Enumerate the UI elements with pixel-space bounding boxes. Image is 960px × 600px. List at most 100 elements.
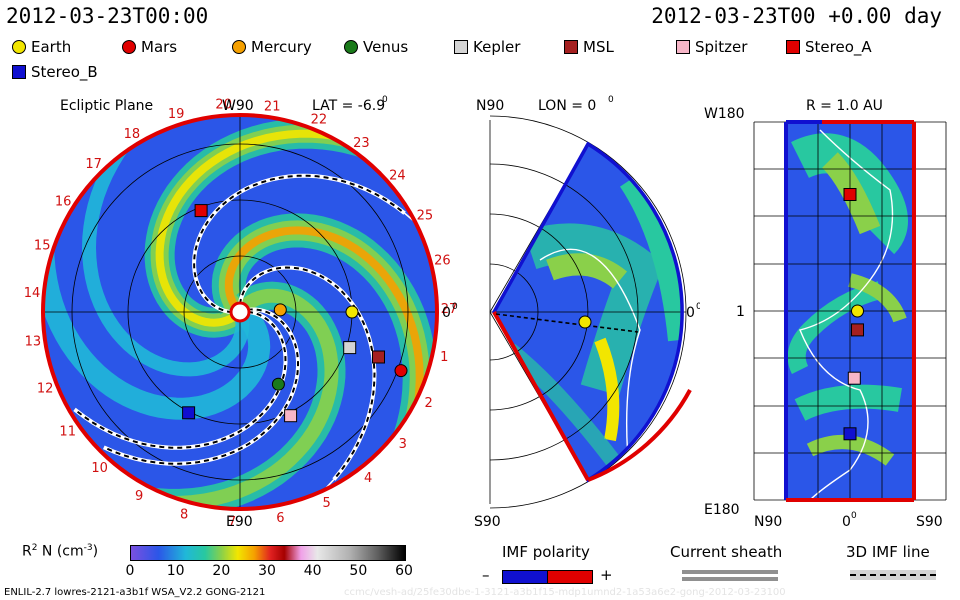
legend-label: Spitzer [695, 38, 748, 56]
solar-wind-density-band [193, 226, 424, 509]
legend-item-earth: Earth [12, 38, 71, 56]
sector-number-26: 26 [434, 254, 451, 269]
ecliptic-marker-msl [372, 350, 385, 364]
legend-marker [344, 40, 358, 54]
colorbar [130, 545, 406, 561]
sector-number-4: 4 [364, 471, 372, 486]
sphere-title: R = 1.0 AU [806, 98, 883, 114]
sector-number-8: 8 [180, 507, 188, 522]
datetime-title: 2012-03-23T00:00 [6, 4, 209, 28]
colorbar-tick-60: 60 [395, 563, 413, 579]
sphere-marker-msl [851, 323, 864, 337]
colorbar-tick-50: 50 [349, 563, 368, 579]
current-sheath-line [103, 308, 299, 465]
sector-number-23: 23 [353, 136, 370, 151]
ecliptic-marker-venus [271, 377, 285, 391]
legend-label: Stereo_A [805, 38, 872, 56]
sector-number-3: 3 [399, 437, 407, 452]
current-sheath-line [239, 266, 376, 481]
legend-marker [12, 40, 26, 54]
legend-item-kepler: Kepler [454, 38, 520, 56]
colorbar-label: R2 N (cm-3) [22, 543, 99, 560]
sphere-x-tick-n90: N90 [754, 514, 782, 530]
sector-number-7: 7 [228, 515, 236, 530]
sector-number-1: 1 [440, 350, 448, 365]
meridional-lon-label: LON = 0 [538, 98, 596, 114]
solar-wind-density-band [81, 115, 406, 377]
legend-item-venus: Venus [344, 38, 408, 56]
legend-label: Mercury [251, 38, 312, 56]
current-sheath-line-2 [682, 577, 778, 581]
ecliptic-marker-spitzer [284, 409, 298, 423]
current-sheath-line [193, 174, 406, 314]
imf-polarity-negative-swatch [502, 570, 548, 584]
ecliptic-title: Ecliptic Plane [60, 98, 153, 114]
colorbar-tick-30: 30 [258, 563, 276, 579]
ecliptic-marker-stereo-a [194, 204, 208, 218]
meridional-right-sup: 0 [696, 302, 700, 312]
time-offset-title: 2012-03-23T00 +0.00 day [651, 4, 942, 28]
sector-number-9: 9 [135, 489, 143, 504]
ecliptic-border [41, 113, 439, 511]
imf-polarity-minus: – [482, 566, 490, 584]
sector-number-16: 16 [55, 195, 72, 210]
sphere-bottom-left-label: E180 [704, 502, 740, 518]
imf-line-title: 3D IMF line [846, 543, 930, 561]
sector-number-25: 25 [417, 209, 434, 224]
imf-line-sample [850, 570, 936, 580]
sphere-marker-stereo-b [843, 427, 857, 441]
meridional-top-label: N90 [476, 98, 504, 114]
legend-label: Stereo_B [31, 63, 98, 81]
ecliptic-lat-label: LAT = -6.9 [312, 98, 385, 114]
current-sheath-line [73, 310, 287, 449]
sphere-x-tick-0-sup: 0 [851, 511, 857, 521]
legend-label: Kepler [473, 38, 521, 56]
solar-wind-density-band [155, 129, 437, 365]
legend-label: Mars [141, 38, 178, 56]
sphere-mid-left-label: 1 [736, 304, 745, 320]
colorbar-tick-10: 10 [166, 563, 185, 579]
meridional-right-label: 0 [686, 305, 695, 321]
legend-item-stereo-b: Stereo_B [12, 63, 98, 81]
legend-marker [564, 40, 578, 54]
sphere-x-tick-0: 0 [842, 514, 851, 530]
sector-number-27: 27 [441, 302, 458, 317]
meridional-imf-line [495, 313, 639, 333]
sector-number-10: 10 [91, 461, 108, 476]
meridional-earth-marker [578, 315, 592, 329]
sector-number-13: 13 [25, 334, 42, 349]
model-footer: ENLIL-2.7 lowres-2121-a3b1f WSA_V2.2 GON… [4, 587, 266, 598]
imf-polarity-positive-swatch [547, 570, 593, 584]
sector-number-12: 12 [37, 381, 54, 396]
legend-item-mars: Mars [122, 38, 177, 56]
ecliptic-marker-stereo-b [182, 406, 196, 420]
legend-marker [232, 40, 246, 54]
ecliptic-bottom-label: E90 [226, 514, 253, 530]
legend-item-stereo-a: Stereo_A [786, 38, 872, 56]
imf-polarity-plus: + [600, 566, 613, 584]
meridional-bottom-label: S90 [474, 514, 501, 530]
legend-label: Earth [31, 38, 72, 56]
ecliptic-marker-earth [345, 305, 359, 319]
sector-number-21: 21 [264, 100, 281, 115]
sphere-marker-stereo-a [843, 188, 857, 201]
legend-item-spitzer: Spitzer [676, 38, 747, 56]
legend-marker [676, 40, 690, 54]
sector-number-6: 6 [276, 511, 284, 526]
meridional-border [491, 141, 684, 483]
sphere-marker-spitzer [847, 371, 861, 385]
ecliptic-right-sup: 0 [452, 302, 458, 312]
meridional-heatmap [494, 144, 683, 480]
sector-number-11: 11 [59, 424, 76, 439]
current-sheath-title: Current sheath [670, 543, 783, 561]
sector-number-20: 20 [215, 98, 232, 113]
meridional-plane-panel: N90 LON = 0 0 S90 0 0 [474, 95, 700, 530]
sphere-panel: R = 1.0 AU W180 1 E180 N90 0 0 S90 [704, 98, 947, 530]
sphere-top-left-label: W180 [704, 106, 745, 122]
sphere-marker-earth [851, 304, 864, 318]
legend-label: Venus [363, 38, 409, 56]
sector-number-19: 19 [168, 107, 185, 122]
ecliptic-right-label: 0 [442, 305, 451, 321]
sun-marker [229, 301, 251, 323]
